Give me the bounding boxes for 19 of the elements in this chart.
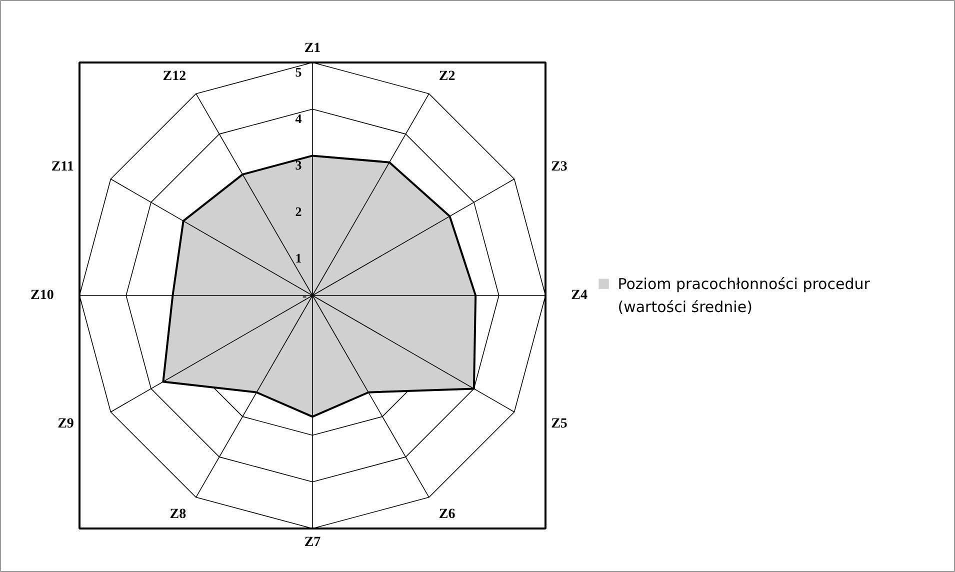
spoke-label: Z5 xyxy=(551,416,568,432)
y-tick-label: 2 xyxy=(295,204,302,220)
spoke-label: Z11 xyxy=(51,159,74,174)
y-tick-label: - xyxy=(302,288,307,303)
spoke-label: Z8 xyxy=(170,506,186,522)
spoke-label: Z4 xyxy=(571,288,588,303)
spoke-label: Z9 xyxy=(58,416,74,432)
y-tick-label: 4 xyxy=(295,110,302,126)
y-tick-label: 5 xyxy=(295,64,302,80)
spoke-label: Z1 xyxy=(304,41,321,56)
y-tick-label: 1 xyxy=(295,250,302,266)
legend-label: Poziom pracochłonności procedur (wartości średnie) xyxy=(618,274,871,316)
y-tick-label: 3 xyxy=(295,158,302,173)
spoke-label: Z3 xyxy=(551,159,568,174)
spoke-label: Z2 xyxy=(438,69,456,84)
spoke-label: Z10 xyxy=(30,288,54,303)
spoke-label: Z7 xyxy=(304,534,321,550)
spoke-label: Z12 xyxy=(162,69,186,84)
spoke-label: Z6 xyxy=(438,506,456,522)
